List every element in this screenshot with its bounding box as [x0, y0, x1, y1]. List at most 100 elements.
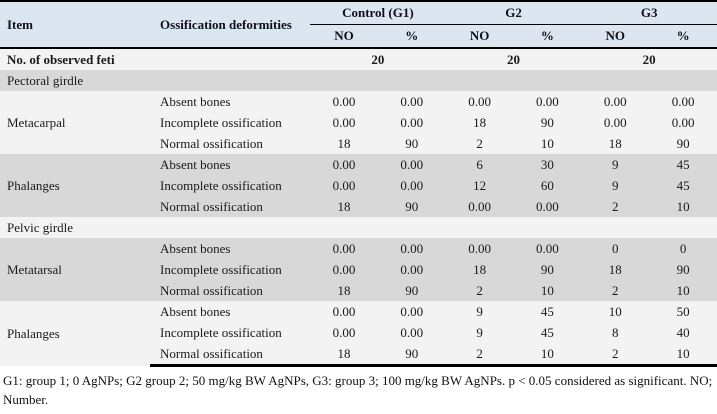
value-cell: 9	[581, 154, 650, 175]
value-cell: 10	[581, 301, 650, 322]
deformity-cell: Incomplete ossification	[150, 322, 311, 343]
value-cell: 10	[649, 280, 717, 301]
value-cell: 45	[513, 301, 582, 322]
value-cell: 0.00	[310, 154, 378, 175]
header-no-g1: NO	[310, 24, 378, 49]
section-row-pectoral: Pectoral girdle	[0, 70, 717, 91]
value-cell: 10	[649, 196, 717, 217]
value-cell: 0.00	[310, 259, 378, 280]
section-label-pectoral: Pectoral girdle	[0, 70, 717, 91]
value-cell: 12	[445, 175, 514, 196]
value-cell: 0.00	[445, 238, 514, 259]
value-cell: 0.00	[377, 154, 446, 175]
item-cell-phalanges-pelvic: Phalanges	[0, 301, 151, 366]
ossification-table: Item Ossification deformities Control (G…	[0, 0, 717, 367]
value-cell: 0.00	[377, 112, 446, 133]
header-pct-g3: %	[649, 24, 717, 49]
value-cell: 0.00	[310, 322, 378, 343]
value-cell: 0.00	[310, 112, 378, 133]
deformity-cell: Incomplete ossification	[150, 112, 311, 133]
value-cell: 18	[310, 343, 378, 367]
value-cell: 18	[581, 259, 650, 280]
table-row: Metacarpal Absent bones 0.00 0.00 0.00 0…	[0, 91, 717, 154]
value-cell: 90	[649, 133, 717, 154]
value-cell: 0.00	[445, 91, 514, 112]
value-cell: 30	[513, 154, 582, 175]
value-cell: 10	[649, 343, 717, 367]
value-cell: 2	[581, 196, 650, 217]
value-cell: 60	[513, 175, 582, 196]
header-group-control: Control (G1)	[310, 0, 446, 25]
value-cell: 0.00	[377, 259, 446, 280]
deformity-cell: Normal ossification	[150, 133, 311, 154]
header-group-g3: G3	[581, 0, 717, 25]
value-cell: 2	[445, 280, 514, 301]
value-cell: 0.00	[581, 112, 650, 133]
value-cell: 8	[581, 322, 650, 343]
header-group-g2: G2	[445, 0, 582, 25]
value-cell: 50	[649, 301, 717, 322]
value-cell: 0	[581, 238, 650, 259]
value-cell: 90	[513, 259, 582, 280]
value-cell: 18	[310, 280, 378, 301]
header-no-g3: NO	[581, 24, 650, 49]
table-row: Normal ossification 18 90 0.00 0.00 2 10	[0, 196, 717, 217]
table-row: Phalanges Absent bones 0.00 0.00 6 30 9 …	[0, 154, 717, 217]
value-cell: 0.00	[377, 301, 446, 322]
value-cell: 0.00	[581, 91, 650, 112]
item-cell-metacarpal: Metacarpal	[0, 91, 151, 154]
value-cell: 9	[581, 175, 650, 196]
value-cell: 0.00	[310, 238, 378, 259]
value-cell: 90	[377, 280, 446, 301]
header-item: Item	[0, 0, 151, 49]
value-cell: 10	[513, 343, 582, 367]
table-row: Incomplete ossification 0.00 0.00 18 90 …	[0, 259, 717, 280]
observed-value-g3: 20	[581, 48, 717, 70]
table-row: Normal ossification 18 90 2 10 2 10	[0, 343, 717, 367]
value-cell: 90	[513, 112, 582, 133]
deformity-cell: Absent bones	[150, 154, 311, 175]
deformity-cell: Incomplete ossification	[150, 259, 311, 280]
value-cell: 90	[377, 343, 446, 367]
value-cell: 6	[445, 154, 514, 175]
value-cell: 90	[649, 259, 717, 280]
item-cell-phalanges-pectoral: Phalanges	[0, 154, 151, 217]
value-cell: 0.00	[377, 175, 446, 196]
deformity-cell: Absent bones	[150, 91, 311, 112]
header-pct-g2: %	[513, 24, 582, 49]
table-row: Phalanges Absent bones 0.00 0.00 9 45 10…	[0, 301, 717, 366]
value-cell: 10	[513, 280, 582, 301]
deformity-cell: Absent bones	[150, 301, 311, 322]
header-no-g2: NO	[445, 24, 514, 49]
value-cell: 2	[445, 133, 514, 154]
observed-value-g2: 20	[445, 48, 582, 70]
value-cell: 18	[445, 259, 514, 280]
deformity-cell: Incomplete ossification	[150, 175, 311, 196]
header-pct-g1: %	[377, 24, 446, 49]
deformity-cell: Normal ossification	[150, 280, 311, 301]
deformity-cell: Normal ossification	[150, 343, 311, 367]
value-cell: 90	[377, 196, 446, 217]
table-row: Normal ossification 18 90 2 10 18 90	[0, 133, 717, 154]
table-footnote: G1: group 1; 0 AgNPs; G2 group 2; 50 mg/…	[3, 373, 713, 407]
value-cell: 9	[445, 301, 514, 322]
table-row: Incomplete ossification 0.00 0.00 18 90 …	[0, 112, 717, 133]
value-cell: 0.00	[310, 175, 378, 196]
value-cell: 0.00	[377, 238, 446, 259]
header-deformities: Ossification deformities	[150, 0, 311, 49]
value-cell: 18	[445, 112, 514, 133]
value-cell: 45	[513, 322, 582, 343]
value-cell: 10	[513, 133, 582, 154]
value-cell: 0.00	[513, 196, 582, 217]
section-label-pelvic: Pelvic girdle	[0, 217, 717, 238]
value-cell: 0.00	[649, 112, 717, 133]
item-cell-metatarsal: Metatarsal	[0, 238, 151, 301]
value-cell: 2	[581, 343, 650, 367]
value-cell: 2	[445, 343, 514, 367]
observed-label: No. of observed feti	[0, 48, 311, 70]
table-row: Normal ossification 18 90 2 10 2 10	[0, 280, 717, 301]
value-cell: 0.00	[513, 91, 582, 112]
observed-value-g1: 20	[310, 48, 446, 70]
value-cell: 9	[445, 322, 514, 343]
